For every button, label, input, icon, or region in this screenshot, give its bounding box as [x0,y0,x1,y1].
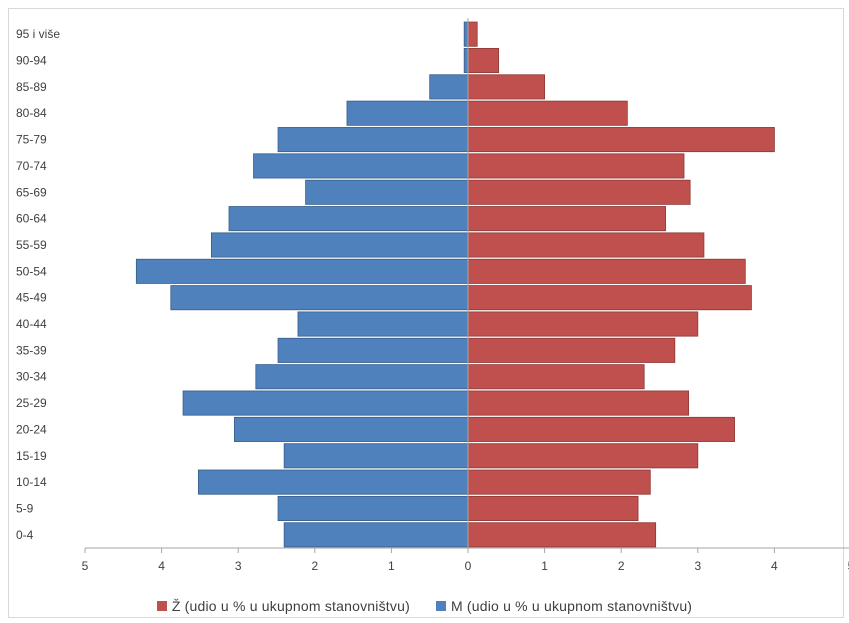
category-label-0-4: 0-4 [16,528,34,542]
bar-female-25-29 [467,390,690,416]
legend-swatch-female [156,601,167,611]
bar-male-85-89 [429,74,469,100]
category-label-40-44: 40-44 [16,317,47,331]
legend: Ž (udio u % u ukupnom stanovništvu) M (u… [0,594,849,618]
bar-female-90-94 [467,48,500,74]
x-tick-label: 4 [771,559,778,573]
category-label-35-39: 35-39 [16,343,47,357]
bar-male-5-9 [277,495,469,521]
bar-male-95-i-više [463,21,469,47]
bar-female-30-34 [467,364,645,390]
bar-male-80-84 [346,100,469,126]
x-tick-label: 5 [848,559,849,573]
bar-male-25-29 [182,390,469,416]
category-label-80-84: 80-84 [16,106,47,120]
category-label-75-79: 75-79 [16,133,47,147]
population-pyramid-chart: 0-4 5-9 10-14 15-19 20-24 25-29 30-34 35-39 40-4… [16,18,849,573]
bar-female-60-64 [467,206,667,232]
bar-female-70-74 [467,153,685,179]
bar-female-75-79 [467,127,775,153]
bar-male-90-94 [463,48,469,74]
category-label-25-29: 25-29 [16,396,47,410]
bar-female-50-54 [467,258,746,284]
bar-male-15-19 [283,443,469,469]
bar-male-10-14 [197,469,469,495]
category-label-65-69: 65-69 [16,185,47,199]
x-tick-label: 2 [618,559,625,573]
category-label-50-54: 50-54 [16,264,47,278]
category-label-60-64: 60-64 [16,212,47,226]
x-tick-label: 1 [388,559,395,573]
x-tick-label: 4 [158,559,165,573]
legend-item-female: Ž (udio u % u ukupnom stanovništvu) [156,598,410,614]
x-tick-label: 3 [235,559,242,573]
category-label-45-49: 45-49 [16,291,47,305]
x-tick-label: 0 [465,559,472,573]
bar-female-95-i-više [467,21,478,47]
x-tick-label: 1 [541,559,548,573]
legend-swatch-male [435,601,446,611]
category-label-95-i-više: 95 i više [16,27,60,41]
bar-male-60-64 [228,206,469,232]
bar-female-20-24 [467,416,735,442]
category-label-90-94: 90-94 [16,54,47,68]
bar-male-70-74 [253,153,469,179]
bar-male-40-44 [297,311,469,337]
bar-male-50-54 [135,258,469,284]
legend-label-male: M (udio u % u ukupnom stanovništvu) [450,598,693,614]
bar-female-55-59 [467,232,705,258]
category-label-10-14: 10-14 [16,475,47,489]
bar-male-65-69 [305,179,469,205]
category-label-15-19: 15-19 [16,449,47,463]
bar-male-0-4 [283,522,469,548]
x-tick-label: 5 [82,559,89,573]
x-tick-label: 3 [694,559,701,573]
bar-female-40-44 [467,311,699,337]
category-label-55-59: 55-59 [16,238,47,252]
bar-male-20-24 [233,416,469,442]
category-label-5-9: 5-9 [16,501,34,515]
bar-male-45-49 [170,285,469,311]
x-tick-label: 2 [311,559,318,573]
bar-female-10-14 [467,469,651,495]
category-label-85-89: 85-89 [16,80,47,94]
bar-female-15-19 [467,443,699,469]
legend-item-male: M (udio u % u ukupnom stanovništvu) [435,598,693,614]
bar-female-0-4 [467,522,657,548]
bar-female-85-89 [467,74,545,100]
category-label-30-34: 30-34 [16,370,47,384]
bar-male-75-79 [277,127,469,153]
category-label-70-74: 70-74 [16,159,47,173]
bar-female-65-69 [467,179,691,205]
bar-female-35-39 [467,337,676,363]
bar-female-80-84 [467,100,628,126]
category-label-20-24: 20-24 [16,422,47,436]
legend-label-female: Ž (udio u % u ukupnom stanovništvu) [171,598,410,614]
bar-male-35-39 [277,337,469,363]
bar-male-55-59 [210,232,469,258]
bar-male-30-34 [255,364,469,390]
bar-female-5-9 [467,495,639,521]
bar-female-45-49 [467,285,752,311]
